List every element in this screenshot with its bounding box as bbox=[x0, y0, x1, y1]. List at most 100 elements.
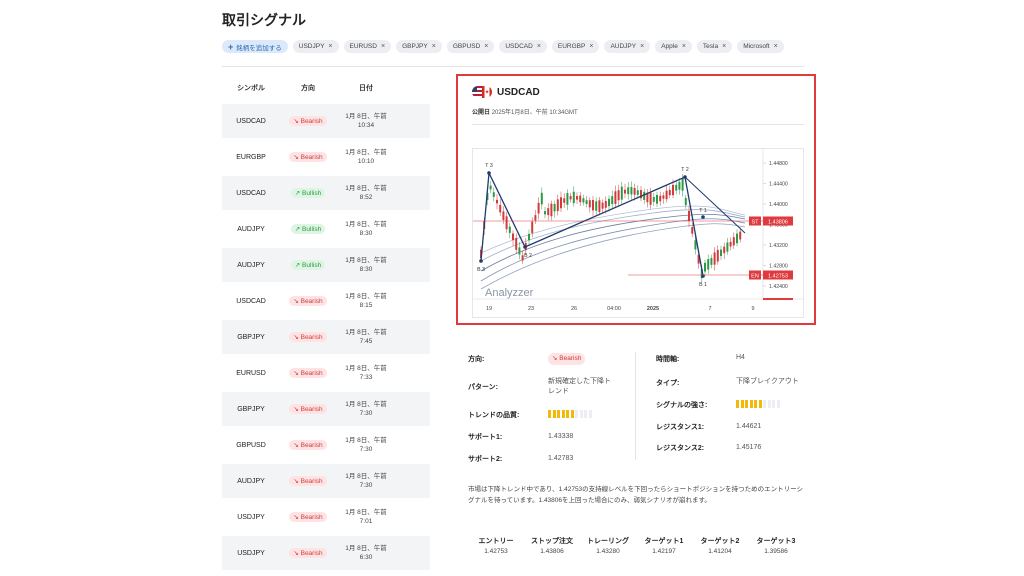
chip-label: Microsoft bbox=[743, 43, 770, 50]
trend-quality-meter bbox=[548, 410, 592, 418]
direction-text: Bearish bbox=[300, 298, 323, 305]
resistance2-label: レジスタンス2: bbox=[656, 445, 705, 452]
arrow-down-right-icon: ↘ bbox=[293, 406, 299, 413]
target-value: 1.41204 bbox=[708, 548, 732, 555]
close-icon[interactable]: × bbox=[484, 43, 489, 50]
candle-body bbox=[720, 249, 722, 257]
table-row[interactable]: EURGBP ↘ Bearish 1月 8日、午前 10:10 bbox=[222, 140, 430, 174]
candle-body bbox=[617, 190, 620, 201]
row-date-day: 1月 8日、午前 bbox=[345, 545, 387, 552]
close-icon[interactable]: × bbox=[431, 43, 436, 50]
target-label: ターゲット2 bbox=[700, 538, 740, 545]
trend-line bbox=[684, 176, 746, 234]
chip-eurgbp[interactable]: EURGBP × bbox=[551, 40, 600, 53]
close-icon[interactable]: × bbox=[328, 43, 333, 50]
table-row[interactable]: GBPUSD ↘ Bearish 1月 8日、午前 7:30 bbox=[222, 428, 430, 462]
candle-body bbox=[579, 195, 582, 203]
candle-body bbox=[681, 178, 684, 191]
row-date-day: 1月 8日、午前 bbox=[345, 149, 387, 156]
chip-eurusd[interactable]: EURUSD × bbox=[343, 40, 392, 53]
row-symbol: GBPJPY bbox=[237, 405, 265, 413]
chip-usdjpy[interactable]: USDJPY × bbox=[292, 40, 339, 53]
date-tick-label: 19 bbox=[486, 306, 492, 312]
close-icon[interactable]: × bbox=[536, 43, 541, 50]
meter-segment bbox=[566, 410, 569, 418]
close-icon[interactable]: × bbox=[681, 43, 686, 50]
canada-flag-icon: ✦ bbox=[482, 86, 492, 98]
direction-badge: ↘ Bearish bbox=[289, 296, 327, 306]
table-row[interactable]: AUDJPY ↗ Bullish 1月 8日、午前 8:30 bbox=[222, 212, 430, 246]
candle-body bbox=[572, 191, 575, 204]
candle-body bbox=[620, 186, 623, 200]
meter-segment bbox=[561, 410, 565, 418]
row-date-time: 8:15 bbox=[359, 302, 373, 309]
chip-gbpusd[interactable]: GBPUSD × bbox=[446, 40, 495, 53]
st-tag-box bbox=[749, 216, 761, 226]
meter-segment bbox=[749, 400, 753, 408]
chip-tesla[interactable]: Tesla × bbox=[696, 40, 733, 53]
table-row[interactable]: GBPJPY ↘ Bearish 1月 8日、午前 7:45 bbox=[222, 320, 430, 354]
candle-body bbox=[595, 201, 598, 211]
row-symbol: GBPUSD bbox=[236, 441, 266, 449]
table-row[interactable]: USDJPY ↘ Bearish 1月 8日、午前 7:01 bbox=[222, 500, 430, 534]
chip-microsoft[interactable]: Microsoft × bbox=[737, 40, 784, 53]
table-row[interactable]: USDCAD ↘ Bearish 1月 8日、午前 10:34 bbox=[222, 104, 430, 138]
en-tag-box bbox=[749, 270, 761, 280]
price-chart[interactable]: 1.448001.444001.440001.436001.432001.428… bbox=[472, 148, 804, 318]
close-icon[interactable]: × bbox=[640, 43, 645, 50]
close-icon[interactable]: × bbox=[589, 43, 594, 50]
chart-background bbox=[473, 149, 803, 317]
close-icon[interactable]: × bbox=[380, 43, 386, 50]
candle-body bbox=[624, 189, 626, 194]
chip-audjpy[interactable]: AUDJPY × bbox=[604, 40, 651, 53]
close-icon[interactable]: × bbox=[722, 43, 727, 50]
target-item: ターゲット3 1.39586 bbox=[748, 536, 804, 555]
price-tick-label: 1.44000 bbox=[769, 202, 788, 208]
chip-gbpjpy[interactable]: GBPJPY × bbox=[396, 40, 442, 53]
pattern-point bbox=[683, 175, 687, 179]
row-date-day: 1月 8日、午前 bbox=[345, 257, 387, 264]
candle-body bbox=[531, 221, 534, 234]
row-date: 1月 8日、午前 8:52 bbox=[336, 184, 396, 202]
row-date: 1月 8日、午前 7:30 bbox=[336, 472, 396, 490]
candle-body bbox=[700, 269, 703, 279]
table-row[interactable]: USDCAD ↘ Bearish 1月 8日、午前 8:15 bbox=[222, 284, 430, 318]
row-date-time: 8:30 bbox=[359, 266, 373, 273]
candle-body bbox=[556, 199, 559, 212]
candle-body bbox=[505, 216, 508, 230]
row-direction: ↗ Bullish bbox=[280, 188, 336, 198]
pattern-label: パターン: bbox=[468, 384, 498, 391]
table-row[interactable]: EURUSD ↘ Bearish 1月 8日、午前 7:33 bbox=[222, 356, 430, 390]
add-symbol-button[interactable]: + 銘柄を追加する bbox=[222, 40, 288, 53]
table-row[interactable]: AUDJPY ↘ Bearish 1月 8日、午前 7:30 bbox=[222, 464, 430, 498]
direction-badge: ↘ Bearish bbox=[289, 440, 327, 450]
direction-label: 方向: bbox=[468, 356, 485, 363]
table-row[interactable]: AUDJPY ↗ Bullish 1月 8日、午前 8:30 bbox=[222, 248, 430, 282]
chip-usdcad[interactable]: USDCAD × bbox=[499, 40, 547, 53]
st-value: 1.43806 bbox=[768, 220, 788, 226]
candle-body bbox=[566, 192, 569, 205]
row-date: 1月 8日、午前 7:30 bbox=[336, 436, 396, 454]
row-direction: ↗ Bullish bbox=[280, 224, 336, 234]
chip-apple[interactable]: Apple × bbox=[655, 40, 692, 53]
candle-body bbox=[588, 200, 591, 208]
target-item: ターゲット1 1.42197 bbox=[636, 536, 692, 555]
row-date-day: 1月 8日、午前 bbox=[345, 329, 387, 336]
close-icon[interactable]: × bbox=[773, 43, 778, 50]
direction-text: Bullish bbox=[302, 262, 322, 269]
header-direction: 方向 bbox=[301, 85, 315, 92]
resistance2-value: 1.45176 bbox=[736, 444, 762, 451]
candle-body bbox=[691, 227, 694, 234]
candle-body bbox=[672, 184, 674, 196]
candle-body bbox=[665, 190, 668, 200]
table-row[interactable]: USDCAD ↗ Bullish 1月 8日、午前 8:52 bbox=[222, 176, 430, 210]
candle-body bbox=[496, 199, 498, 204]
candle-body bbox=[550, 203, 553, 217]
en-value: 1.42753 bbox=[768, 274, 788, 280]
meter-segment bbox=[754, 400, 757, 408]
row-date: 1月 8日、午前 8:15 bbox=[336, 292, 396, 310]
card-header: ✦ USDCAD bbox=[472, 86, 540, 98]
table-row[interactable]: GBPJPY ↘ Bearish 1月 8日、午前 7:30 bbox=[222, 392, 430, 426]
arrow-down-right-icon: ↘ bbox=[293, 334, 299, 341]
table-row[interactable]: USDJPY ↘ Bearish 1月 8日、午前 6:30 bbox=[222, 536, 430, 570]
